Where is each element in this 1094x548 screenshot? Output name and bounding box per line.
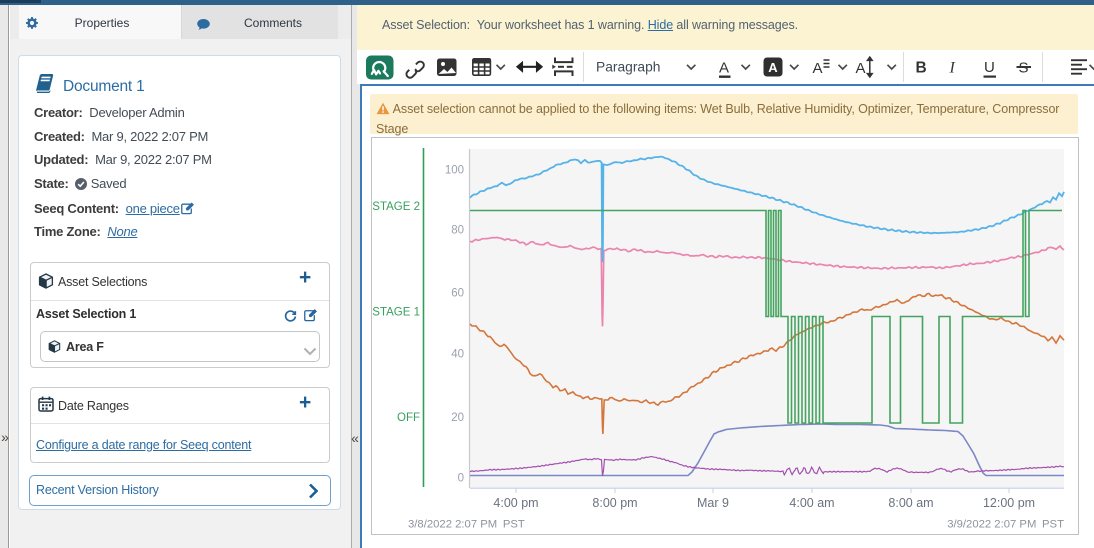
svg-text:100: 100 xyxy=(445,164,464,176)
svg-text:4:00 am: 4:00 am xyxy=(789,496,834,510)
svg-text:STAGE 2: STAGE 2 xyxy=(372,201,420,213)
svg-text:4:00 pm: 4:00 pm xyxy=(493,496,538,510)
svg-text:0: 0 xyxy=(458,472,464,484)
svg-text:80: 80 xyxy=(451,225,464,237)
svg-text:8:00 pm: 8:00 pm xyxy=(592,496,637,510)
svg-text:B: B xyxy=(916,60,927,77)
svg-text:A: A xyxy=(768,60,778,75)
svg-text:Mar 9: Mar 9 xyxy=(697,496,729,510)
svg-text:40: 40 xyxy=(451,349,464,361)
svg-text:OFF: OFF xyxy=(397,412,420,424)
svg-text:3/8/2022 2:07 PM PST: 3/8/2022 2:07 PM PST xyxy=(408,519,525,531)
svg-text:STAGE 1: STAGE 1 xyxy=(372,307,420,319)
svg-text:12:00 pm: 12:00 pm xyxy=(983,496,1035,510)
svg-text:60: 60 xyxy=(451,287,464,299)
svg-text:8:00 am: 8:00 am xyxy=(888,496,933,510)
svg-text:A: A xyxy=(856,60,866,77)
svg-text:A: A xyxy=(813,60,823,77)
svg-text:A: A xyxy=(719,60,729,77)
svg-text:U: U xyxy=(984,59,995,76)
svg-text:Paragraph: Paragraph xyxy=(596,60,660,75)
svg-text:3/9/2022 2:07 PM PST: 3/9/2022 2:07 PM PST xyxy=(947,519,1064,531)
svg-text:I: I xyxy=(949,60,956,77)
svg-text:20: 20 xyxy=(451,412,464,424)
